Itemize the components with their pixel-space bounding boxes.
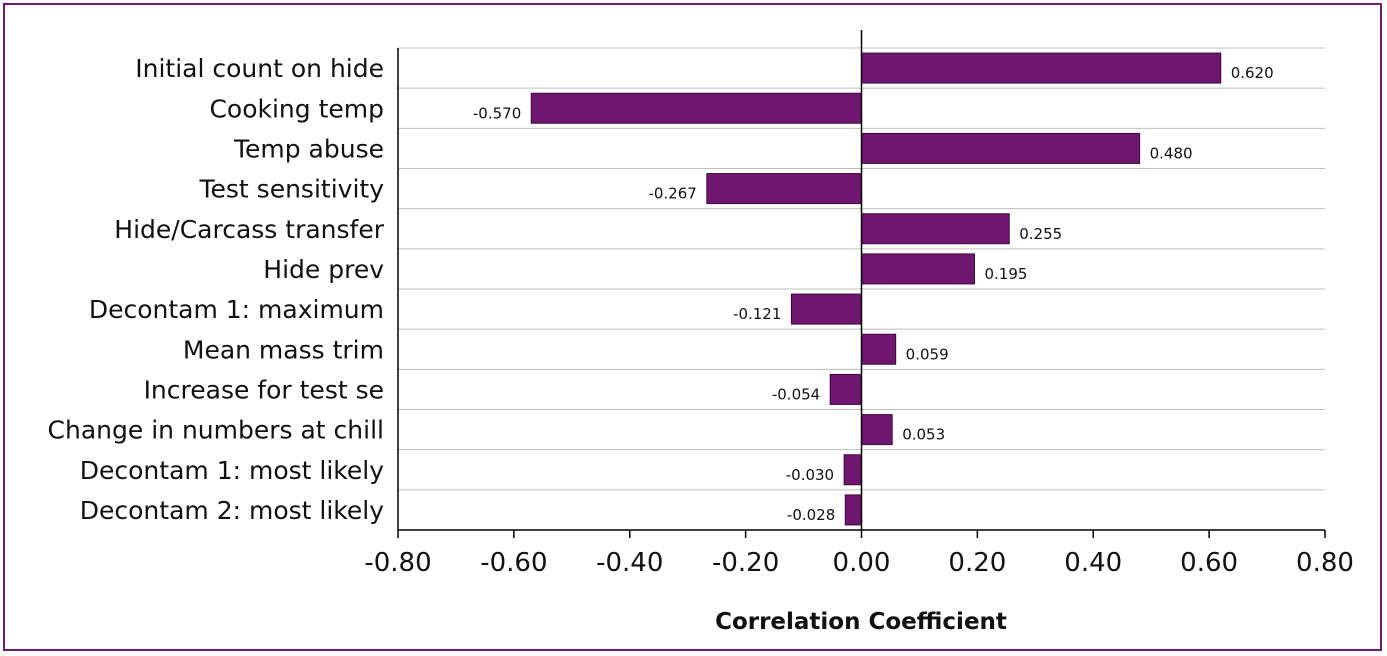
data-label: 0.255	[1019, 225, 1062, 243]
bars	[530, 52, 1222, 526]
x-tick-labels: -0.80 -0.60 -0.40 -0.20 0.00 0.20 0.40 0.60 0.80	[364, 548, 1354, 578]
data-label: -0.028	[787, 506, 835, 524]
x-axis-title: Correlation Coefficient	[715, 609, 1007, 635]
bar-10	[861, 414, 893, 446]
category-label: Hide/Carcass transfer	[114, 215, 384, 244]
bar-3	[861, 132, 1141, 164]
data-label: -0.121	[733, 305, 781, 323]
data-label: 0.620	[1231, 64, 1274, 82]
bar-6	[861, 253, 975, 285]
bar-5	[861, 213, 1010, 245]
category-label: Mean mass trim	[183, 335, 384, 364]
category-label: Test sensitivity	[199, 175, 385, 204]
x-tick-label: -0.60	[480, 548, 547, 578]
category-label: Decontam 1: most likely	[80, 456, 384, 485]
x-tick-label: 0.40	[1064, 548, 1122, 578]
category-label: Change in numbers at chill	[48, 416, 384, 445]
x-tick-label: 0.80	[1296, 548, 1354, 578]
category-labels: Initial count on hide Cooking temp Temp ab…	[48, 54, 385, 525]
bar-9	[829, 373, 862, 405]
category-label: Temp abuse	[233, 134, 384, 163]
bar-8	[861, 333, 897, 365]
data-labels: 0.620 -0.570 0.480 -0.267 0.255 0.195 -0.121 0.…	[473, 64, 1274, 524]
x-tick-label: 0.20	[948, 548, 1006, 578]
x-tick-label: -0.80	[364, 548, 431, 578]
bar-11	[843, 454, 863, 486]
x-tick-label: -0.20	[712, 548, 779, 578]
data-label: 0.195	[984, 265, 1027, 283]
data-label: 0.480	[1150, 144, 1193, 162]
data-label: 0.053	[902, 426, 945, 444]
data-label: -0.267	[648, 185, 696, 203]
x-tick-label: 0.00	[833, 548, 891, 578]
x-tick-label: -0.40	[596, 548, 663, 578]
data-label: -0.570	[473, 104, 521, 122]
x-tick-label: 0.60	[1180, 548, 1238, 578]
category-label: Initial count on hide	[135, 54, 384, 83]
data-label: -0.030	[786, 466, 834, 484]
data-label: 0.059	[906, 345, 949, 363]
data-label: -0.054	[772, 385, 820, 403]
bar-7	[790, 293, 863, 325]
category-label: Hide prev	[263, 255, 384, 284]
bar-12	[844, 494, 863, 526]
bar-4	[706, 173, 863, 205]
axes	[397, 30, 1326, 538]
category-label: Increase for test se	[144, 375, 384, 404]
bar-2	[530, 92, 862, 124]
bar-1	[861, 52, 1222, 84]
category-label: Decontam 1: maximum	[89, 295, 384, 324]
category-label: Cooking temp	[209, 94, 384, 123]
category-label: Decontam 2: most likely	[80, 496, 384, 525]
